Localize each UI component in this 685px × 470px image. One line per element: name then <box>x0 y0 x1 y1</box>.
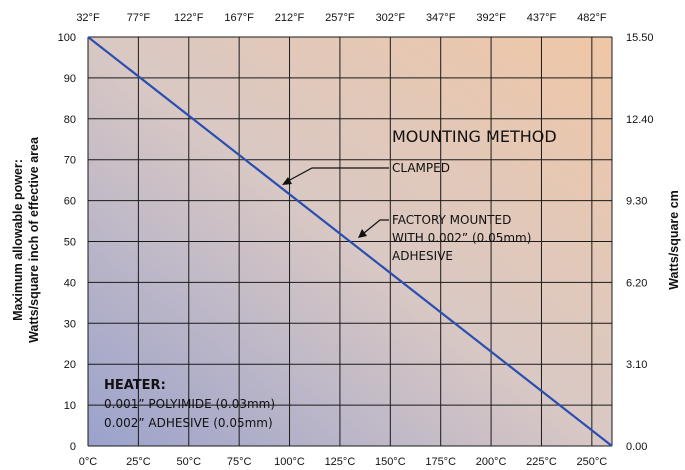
y-left-tick-label: 90 <box>64 73 76 85</box>
y-right-tick-label: 0.00 <box>626 441 647 453</box>
x-bottom-tick-label: 100°C <box>274 456 305 468</box>
y-left-tick-label: 100 <box>58 32 76 44</box>
y-left-tick-label: 60 <box>64 196 76 208</box>
series <box>87 36 613 447</box>
mounting-method-label: MOUNTING METHOD <box>392 127 557 146</box>
y-left-tick-label: 30 <box>64 318 76 330</box>
heater-title: HEATER: <box>104 378 166 393</box>
x-bottom-tick-label: 250°C <box>576 456 607 468</box>
y-left-tick-label: 10 <box>64 400 76 412</box>
y-right-tick-label: 3.10 <box>626 359 647 371</box>
y-right-title: Watts/square cm <box>667 190 681 290</box>
x-top-tick-label: 347°F <box>426 12 456 24</box>
x-top-tick-label: 32°F <box>76 12 100 24</box>
factory-mounted-line3: ADHESIVE <box>392 249 453 263</box>
x-top-tick-label: 482°F <box>577 12 607 24</box>
y-left-tick-label: 0 <box>70 441 76 453</box>
x-top-tick-label: 167°F <box>224 12 254 24</box>
factory-mounted-line1: FACTORY MOUNTED <box>392 213 511 227</box>
series-line <box>87 36 613 447</box>
x-bottom-tick-label: 75°C <box>227 456 252 468</box>
tick-labels: 0°C 32°F 25°C 77°F 50°C 122°F 75°C 167°F 100°C 21… <box>58 12 654 468</box>
factory-arrow <box>363 219 389 234</box>
y-left-tick-label: 80 <box>64 114 76 126</box>
y-right-tick-label: 9.30 <box>626 196 647 208</box>
x-top-tick-label: 77°F <box>127 12 151 24</box>
x-bottom-tick-label: 200°C <box>476 456 507 468</box>
heater-line1: 0.001” POLYIMIDE (0.03mm) <box>104 397 275 411</box>
x-bottom-tick-label: 50°C <box>176 456 201 468</box>
x-top-tick-label: 437°F <box>527 12 557 24</box>
grid <box>87 36 613 447</box>
x-bottom-tick-label: 150°C <box>375 456 406 468</box>
x-bottom-tick-label: 125°C <box>325 456 356 468</box>
x-top-tick-label: 257°F <box>325 12 355 24</box>
factory-arrowhead <box>358 229 367 238</box>
x-bottom-tick-label: 175°C <box>425 456 456 468</box>
y-left-title-line2: Watts/square inch of effective area <box>27 136 41 343</box>
x-bottom-tick-label: 0°C <box>79 456 98 468</box>
x-bottom-tick-label: 25°C <box>126 456 151 468</box>
y-left-tick-label: 50 <box>64 237 76 249</box>
x-top-tick-label: 302°F <box>376 12 406 24</box>
heater-line2: 0.002” ADHESIVE (0.05mm) <box>104 416 273 430</box>
y-left-tick-label: 70 <box>64 155 76 167</box>
y-right-tick-label: 6.20 <box>626 277 647 289</box>
y-left-tick-label: 40 <box>64 277 76 289</box>
clamped-arrow <box>287 167 389 182</box>
clamped-arrowhead <box>282 177 292 185</box>
clamped-label: CLAMPED <box>392 161 450 175</box>
x-top-tick-label: 212°F <box>275 12 305 24</box>
x-top-tick-label: 122°F <box>174 12 204 24</box>
y-right-tick-label: 12.40 <box>626 114 654 126</box>
x-bottom-tick-label: 225°C <box>526 456 557 468</box>
y-left-tick-label: 20 <box>64 359 76 371</box>
y-left-title-line1: Maximum allowable power: <box>11 159 25 321</box>
x-top-tick-label: 392°F <box>476 12 506 24</box>
factory-mounted-line2: WITH 0.002” (0.05mm) <box>392 231 531 245</box>
y-right-tick-label: 15.50 <box>626 32 654 44</box>
